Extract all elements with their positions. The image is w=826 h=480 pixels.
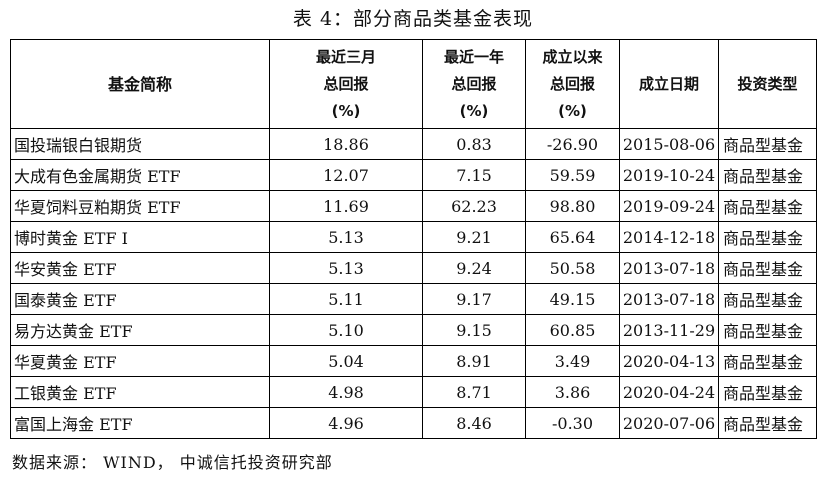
cell-return-since-inception: 49.15 <box>525 283 620 315</box>
cell-inception-date: 2013-07-18 <box>619 283 719 315</box>
cell-return-since-inception: 98.80 <box>525 190 620 222</box>
cell-return-3m: 12.07 <box>269 159 423 191</box>
cell-fund-name: 华夏饲料豆粕期货 ETF <box>10 190 270 222</box>
cell-return-3m: 5.13 <box>269 252 423 284</box>
cell-investment-type: 商品型基金 <box>718 345 817 377</box>
table-row: 华安黄金 ETF 5.13 9.24 50.58 2013-07-18 商品型基金 <box>10 252 817 284</box>
cell-return-1y: 8.46 <box>422 407 526 439</box>
cell-return-since-inception: -26.90 <box>525 128 620 160</box>
cell-investment-type: 商品型基金 <box>718 159 817 191</box>
header-inception-date: 成立日期 <box>619 39 719 129</box>
cell-return-3m: 11.69 <box>269 190 423 222</box>
cell-return-1y: 9.17 <box>422 283 526 315</box>
cell-return-3m: 5.11 <box>269 283 423 315</box>
cell-inception-date: 2013-07-18 <box>619 252 719 284</box>
table-row: 博时黄金 ETF I 5.13 9.21 65.64 2014-12-18 商品型基金 <box>10 221 817 253</box>
fund-performance-table: 基金简称 最近三月 总回报 (%) 最近一年 总回报 (%) 成立以来 总回报 … <box>10 39 817 439</box>
cell-return-3m: 4.96 <box>269 407 423 439</box>
cell-return-since-inception: 3.86 <box>525 376 620 408</box>
cell-return-since-inception: 3.49 <box>525 345 620 377</box>
cell-inception-date: 2014-12-18 <box>619 221 719 253</box>
table-row: 工银黄金 ETF 4.98 8.71 3.86 2020-04-24 商品型基金 <box>10 376 817 408</box>
cell-return-1y: 9.24 <box>422 252 526 284</box>
data-source-note: 数据来源： WIND， 中诚信托投资研究部 <box>12 453 333 472</box>
cell-return-1y: 62.23 <box>422 190 526 222</box>
cell-investment-type: 商品型基金 <box>718 376 817 408</box>
header-return-3m: 最近三月 总回报 (%) <box>269 39 423 129</box>
header-fund-name: 基金简称 <box>10 39 270 129</box>
cell-investment-type: 商品型基金 <box>718 283 817 315</box>
cell-fund-name: 富国上海金 ETF <box>10 407 270 439</box>
table-body: 国投瑞银白银期货 18.86 0.83 -26.90 2015-08-06 商品型基金 大成… <box>10 128 817 439</box>
table-row: 国泰黄金 ETF 5.11 9.17 49.15 2013-07-18 商品型基金 <box>10 283 817 315</box>
header-row: 基金简称 最近三月 总回报 (%) 最近一年 总回报 (%) 成立以来 总回报 … <box>10 39 817 129</box>
cell-return-since-inception: 50.58 <box>525 252 620 284</box>
table-row: 华夏饲料豆粕期货 ETF 11.69 62.23 98.80 2019-09-24 商品型… <box>10 190 817 222</box>
table-row: 大成有色金属期货 ETF 12.07 7.15 59.59 2019-10-24 商品型基… <box>10 159 817 191</box>
cell-inception-date: 2015-08-06 <box>619 128 719 160</box>
cell-investment-type: 商品型基金 <box>718 407 817 439</box>
cell-investment-type: 商品型基金 <box>718 128 817 160</box>
cell-fund-name: 华安黄金 ETF <box>10 252 270 284</box>
cell-return-1y: 8.91 <box>422 345 526 377</box>
cell-investment-type: 商品型基金 <box>718 252 817 284</box>
cell-return-1y: 0.83 <box>422 128 526 160</box>
cell-return-3m: 4.98 <box>269 376 423 408</box>
cell-return-since-inception: 59.59 <box>525 159 620 191</box>
header-return-1y: 最近一年 总回报 (%) <box>422 39 526 129</box>
cell-return-3m: 18.86 <box>269 128 423 160</box>
cell-fund-name: 工银黄金 ETF <box>10 376 270 408</box>
cell-investment-type: 商品型基金 <box>718 314 817 346</box>
table-row: 易方达黄金 ETF 5.10 9.15 60.85 2013-11-29 商品型基金 <box>10 314 817 346</box>
cell-return-since-inception: 60.85 <box>525 314 620 346</box>
cell-return-since-inception: 65.64 <box>525 221 620 253</box>
cell-return-1y: 8.71 <box>422 376 526 408</box>
table-row: 富国上海金 ETF 4.96 8.46 -0.30 2020-07-06 商品型基金 <box>10 407 817 439</box>
table-row: 华夏黄金 ETF 5.04 8.91 3.49 2020-04-13 商品型基金 <box>10 345 817 377</box>
header-investment-type: 投资类型 <box>718 39 817 129</box>
cell-return-1y: 9.15 <box>422 314 526 346</box>
cell-inception-date: 2019-10-24 <box>619 159 719 191</box>
cell-return-3m: 5.13 <box>269 221 423 253</box>
cell-inception-date: 2020-04-13 <box>619 345 719 377</box>
cell-fund-name: 华夏黄金 ETF <box>10 345 270 377</box>
cell-investment-type: 商品型基金 <box>718 190 817 222</box>
cell-fund-name: 大成有色金属期货 ETF <box>10 159 270 191</box>
cell-return-since-inception: -0.30 <box>525 407 620 439</box>
cell-fund-name: 易方达黄金 ETF <box>10 314 270 346</box>
cell-inception-date: 2020-07-06 <box>619 407 719 439</box>
cell-return-1y: 7.15 <box>422 159 526 191</box>
cell-return-1y: 9.21 <box>422 221 526 253</box>
table-row: 国投瑞银白银期货 18.86 0.83 -26.90 2015-08-06 商品型基金 <box>10 128 817 160</box>
cell-return-3m: 5.04 <box>269 345 423 377</box>
table-title: 表 4：部分商品类基金表现 <box>292 8 534 30</box>
cell-return-3m: 5.10 <box>269 314 423 346</box>
cell-inception-date: 2019-09-24 <box>619 190 719 222</box>
cell-investment-type: 商品型基金 <box>718 221 817 253</box>
cell-inception-date: 2020-04-24 <box>619 376 719 408</box>
header-return-since-inception: 成立以来 总回报 (%) <box>525 39 620 129</box>
cell-fund-name: 国投瑞银白银期货 <box>10 128 270 160</box>
cell-fund-name: 国泰黄金 ETF <box>10 283 270 315</box>
cell-inception-date: 2013-11-29 <box>619 314 719 346</box>
cell-fund-name: 博时黄金 ETF I <box>10 221 270 253</box>
